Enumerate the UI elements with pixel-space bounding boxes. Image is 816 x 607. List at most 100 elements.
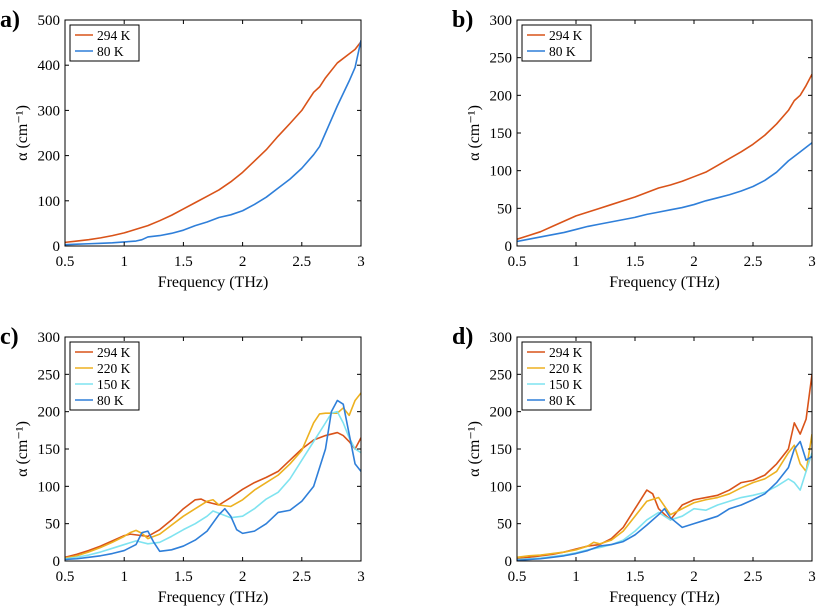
x-tick-label: 2.5: [744, 569, 763, 585]
x-tick-label: 0.5: [56, 569, 75, 585]
legend-box: [521, 24, 592, 62]
legend-label: 80 K: [97, 44, 124, 59]
y-tick-label: 100: [38, 194, 61, 210]
y-tick-label: 150: [490, 442, 513, 458]
legend-box: [69, 341, 140, 411]
series-line-80k: [65, 40, 361, 246]
panel-b: 0.5 1 1.5 2 2.5 3 0 50 100 150 200 250 300 Frequency …: [452, 7, 816, 291]
y-tick-label: 250: [490, 51, 513, 67]
y-tick-label: 50: [497, 517, 512, 533]
series-line-150k: [65, 410, 361, 560]
y-tick-label: 50: [497, 201, 512, 217]
y-tick-label: 200: [490, 88, 513, 104]
panel-d: 0.5 1 1.5 2 2.5 3 0 50 100 150 200 250 300 Frequency …: [452, 324, 816, 606]
series-line-294k: [65, 41, 361, 244]
x-tick-label: 0.5: [56, 254, 75, 270]
y-tick-label: 100: [490, 164, 513, 180]
y-tick-label: 300: [38, 103, 61, 119]
x-tick-label: 2: [690, 569, 698, 585]
x-tick-label: 1.5: [174, 254, 193, 270]
legend: 294 K80 K: [69, 24, 140, 62]
panel-c: 0.5 1 1.5 2 2.5 3 0 50 100 150 200 250 300 Frequency …: [0, 324, 365, 606]
y-tick-label: 300: [490, 330, 513, 346]
x-tick-label: 3: [808, 254, 816, 270]
y-tick-label: 200: [38, 405, 61, 421]
series-line-294k: [517, 73, 812, 240]
series-line-294k: [65, 431, 361, 559]
legend-label: 220 K: [549, 361, 583, 376]
panel-letter: b): [452, 7, 473, 33]
y-axis-label: α (cm⁻¹): [466, 421, 483, 477]
x-tick-label: 1.5: [174, 569, 193, 585]
y-axis-label: α (cm⁻¹): [14, 105, 31, 161]
legend-label: 80 K: [549, 44, 576, 59]
y-tick-label: 500: [38, 13, 61, 29]
panel-letter: d): [452, 324, 473, 350]
panel-letter: a): [0, 7, 20, 33]
series-line-220k: [65, 392, 361, 559]
x-tick-label: 2: [690, 254, 698, 270]
legend-label: 294 K: [97, 28, 131, 43]
y-tick-label: 100: [490, 479, 513, 495]
y-tick-label: 100: [38, 479, 61, 495]
x-tick-label: 1: [572, 254, 580, 270]
x-tick-label: 2.5: [292, 254, 311, 270]
x-axis-label: Frequency (THz): [158, 274, 269, 291]
y-tick-label: 400: [38, 58, 61, 74]
series-group: [517, 374, 812, 561]
x-tick-label: 2: [239, 254, 247, 270]
y-tick-label: 250: [38, 367, 61, 383]
x-tick-label: 1: [120, 569, 128, 585]
y-tick-label: 250: [490, 367, 513, 383]
x-axis-label: Frequency (THz): [609, 274, 720, 291]
y-axis-label: α (cm⁻¹): [466, 105, 483, 161]
series-line-80k: [517, 142, 812, 243]
y-tick-label: 300: [490, 13, 513, 29]
series-group: [517, 73, 812, 243]
y-tick-label: 0: [505, 239, 513, 255]
series-line-80k: [65, 399, 361, 561]
x-axis-label: Frequency (THz): [609, 589, 720, 606]
legend-box: [69, 24, 140, 62]
x-tick-label: 2.5: [292, 569, 311, 585]
x-tick-label: 1.5: [626, 254, 645, 270]
x-tick-label: 2: [239, 569, 247, 585]
x-tick-label: 1: [120, 254, 128, 270]
x-tick-label: 3: [357, 254, 365, 270]
series-line-80k: [517, 440, 812, 561]
axes-box: [64, 19, 362, 247]
legend-label: 150 K: [97, 377, 131, 392]
series-group: [65, 40, 361, 246]
legend-label: 294 K: [549, 345, 583, 360]
y-axis-label: α (cm⁻¹): [14, 421, 31, 477]
x-tick-label: 1.5: [626, 569, 645, 585]
panel-a: 0.5 1 1.5 2 2.5 3 0 100 200 300 400 500 Frequency (T…: [0, 7, 365, 291]
series-group: [65, 392, 361, 561]
y-tick-label: 0: [53, 239, 61, 255]
y-tick-label: 50: [45, 517, 60, 533]
y-tick-label: 200: [490, 405, 513, 421]
y-tick-label: 150: [490, 126, 513, 142]
y-tick-label: 0: [505, 554, 513, 570]
legend-label: 294 K: [97, 345, 131, 360]
x-tick-label: 2.5: [744, 254, 763, 270]
x-tick-label: 0.5: [508, 254, 527, 270]
legend-label: 220 K: [97, 361, 131, 376]
legend: 294 K80 K: [521, 24, 592, 62]
x-tick-label: 3: [808, 569, 816, 585]
legend-label: 80 K: [97, 393, 124, 408]
y-tick-label: 0: [53, 554, 61, 570]
legend-label: 294 K: [549, 28, 583, 43]
legend-box: [521, 341, 592, 411]
x-tick-label: 1: [572, 569, 580, 585]
y-tick-label: 200: [38, 149, 61, 165]
x-tick-label: 0.5: [508, 569, 527, 585]
y-tick-label: 300: [38, 330, 61, 346]
series-line-220k: [517, 433, 812, 559]
legend-label: 150 K: [549, 377, 583, 392]
panel-letter: c): [0, 324, 19, 350]
y-tick-label: 150: [38, 442, 61, 458]
